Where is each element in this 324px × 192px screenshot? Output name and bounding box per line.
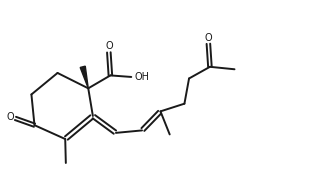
Text: O: O [105,41,113,51]
Polygon shape [80,66,88,88]
Text: O: O [6,112,14,122]
Text: O: O [204,33,212,43]
Text: OH: OH [134,72,149,82]
